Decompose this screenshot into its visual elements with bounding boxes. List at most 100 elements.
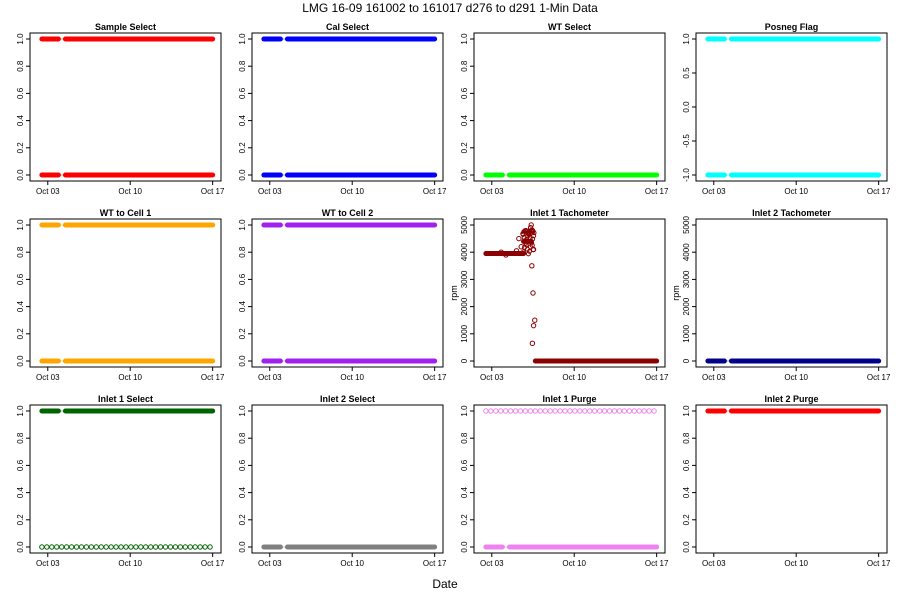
data-point [54, 544, 60, 550]
y-tick-label: 1.0 [460, 405, 469, 417]
data-point [572, 408, 578, 414]
data-point [611, 408, 618, 414]
data-point [529, 263, 535, 269]
y-tick-label: 1.0 [16, 405, 25, 417]
x-tick-label: Oct 17 [645, 559, 669, 568]
y-tick-label: 0.6 [460, 87, 469, 99]
plot-frame [29, 218, 222, 368]
data-point [133, 544, 139, 550]
x-tick-label: Oct 10 [562, 187, 586, 196]
data-point [118, 544, 124, 550]
x-tick-label: Oct 10 [340, 187, 364, 196]
data-point [522, 408, 529, 414]
x-tick-label: Oct 03 [702, 559, 726, 568]
panel-inlet-1-select: Inlet 1 Select 0.0 0.2 0.4 0.6 0.8 1.0 Oct 03 Oc… [16, 394, 225, 568]
data-point [552, 408, 558, 414]
x-tick-label: Oct 03 [36, 373, 60, 382]
data-point [523, 242, 529, 248]
y-tick-label: 1000 [460, 324, 469, 342]
y-tick-label: 0.0 [682, 541, 691, 553]
data-point [143, 544, 149, 550]
data-point [520, 249, 526, 255]
y-tick-label: 0.0 [238, 169, 247, 181]
y-tick-label: -1.0 [682, 168, 691, 182]
data-point [93, 544, 99, 550]
data-point [503, 252, 509, 258]
data-point [621, 408, 628, 414]
data-point [58, 544, 65, 550]
data-point [530, 290, 536, 296]
y-tick-label: 0.6 [238, 459, 247, 471]
x-tick-label: Oct 17 [645, 187, 669, 196]
data-point [562, 408, 568, 414]
panel-sample-select: Sample Select 0.0 0.2 0.4 0.6 0.8 1.0 Oct 03 Oct… [16, 22, 225, 196]
data-point [651, 408, 657, 414]
data-point [587, 408, 593, 414]
x-tick-label: Oct 10 [118, 187, 142, 196]
data-point [512, 408, 519, 414]
y-tick-label: 0.8 [460, 432, 469, 444]
y-tick-label: 0.2 [238, 514, 247, 526]
plot-frame [695, 218, 888, 368]
y-tick-label: 0.0 [238, 355, 247, 367]
y-tick-label: -0.5 [682, 134, 691, 148]
x-tick-label: Oct 10 [784, 559, 808, 568]
data-point [641, 408, 647, 414]
x-tick-label: Oct 03 [702, 187, 726, 196]
panel-wt-to-cell-2: WT to Cell 2 0.0 0.2 0.4 0.6 0.8 1.0 Oct 03 Oct … [238, 208, 447, 382]
y-tick-label: 0.6 [16, 273, 25, 285]
data-point [177, 544, 184, 550]
figure-title: LMG 16-09 161002 to 161017 d276 to d291 … [302, 1, 598, 15]
y-axis-label: rpm [671, 285, 681, 301]
data-point [528, 222, 534, 228]
x-tick-label: Oct 10 [784, 187, 808, 196]
data-point [83, 544, 90, 550]
data-point [516, 235, 522, 242]
y-tick-label: 0.0 [16, 169, 25, 181]
data-point [73, 544, 80, 550]
data-point [192, 544, 198, 550]
x-tick-label: Oct 17 [867, 373, 891, 382]
panel-title: Inlet 1 Purge [542, 394, 596, 404]
data-point [616, 408, 623, 414]
x-tick-label: Oct 17 [201, 559, 225, 568]
data-point [108, 544, 114, 550]
y-tick-label: 0.8 [16, 60, 25, 72]
x-tick-label: Oct 03 [258, 373, 282, 382]
y-tick-label: 3000 [460, 270, 469, 288]
data-point [182, 544, 189, 550]
y-tick-label: 1.0 [460, 33, 469, 45]
data-point [202, 544, 208, 550]
y-tick-label: 0.6 [460, 459, 469, 471]
y-tick-label: 0.8 [460, 60, 469, 72]
y-tick-label: 0.8 [16, 246, 25, 258]
data-point [507, 408, 514, 414]
x-tick-label: Oct 03 [702, 373, 726, 382]
y-tick-label: 0.0 [238, 541, 247, 553]
panel-title: Inlet 2 Select [320, 394, 375, 404]
panel-title: Cal Select [326, 22, 369, 32]
plot-frame [29, 32, 222, 182]
x-tick-label: Oct 17 [867, 187, 891, 196]
data-point [513, 248, 520, 254]
y-tick-label: 0.6 [238, 273, 247, 285]
plot-frame [251, 218, 444, 368]
panel-inlet-1-purge: Inlet 1 Purge 0.0 0.2 0.4 0.6 0.8 1.0 Oct 03 Oct… [460, 394, 669, 568]
plot-frame [251, 404, 444, 554]
data-point [138, 544, 144, 550]
x-tick-label: Oct 03 [480, 559, 504, 568]
y-tick-label: 2000 [460, 297, 469, 315]
y-tick-label: 0.4 [238, 300, 247, 312]
y-tick-label: 1000 [682, 324, 691, 342]
y-tick-label: 4000 [460, 243, 469, 261]
x-tick-label: Oct 17 [867, 559, 891, 568]
y-tick-label: 0.0 [460, 169, 469, 181]
x-tick-label: Oct 03 [258, 187, 282, 196]
data-point [542, 408, 548, 414]
data-point [152, 544, 159, 550]
panel-title: Inlet 1 Tachometer [530, 208, 609, 218]
panel-title: WT to Cell 2 [322, 208, 374, 218]
data-point [483, 408, 489, 414]
x-tick-label: Oct 10 [562, 559, 586, 568]
